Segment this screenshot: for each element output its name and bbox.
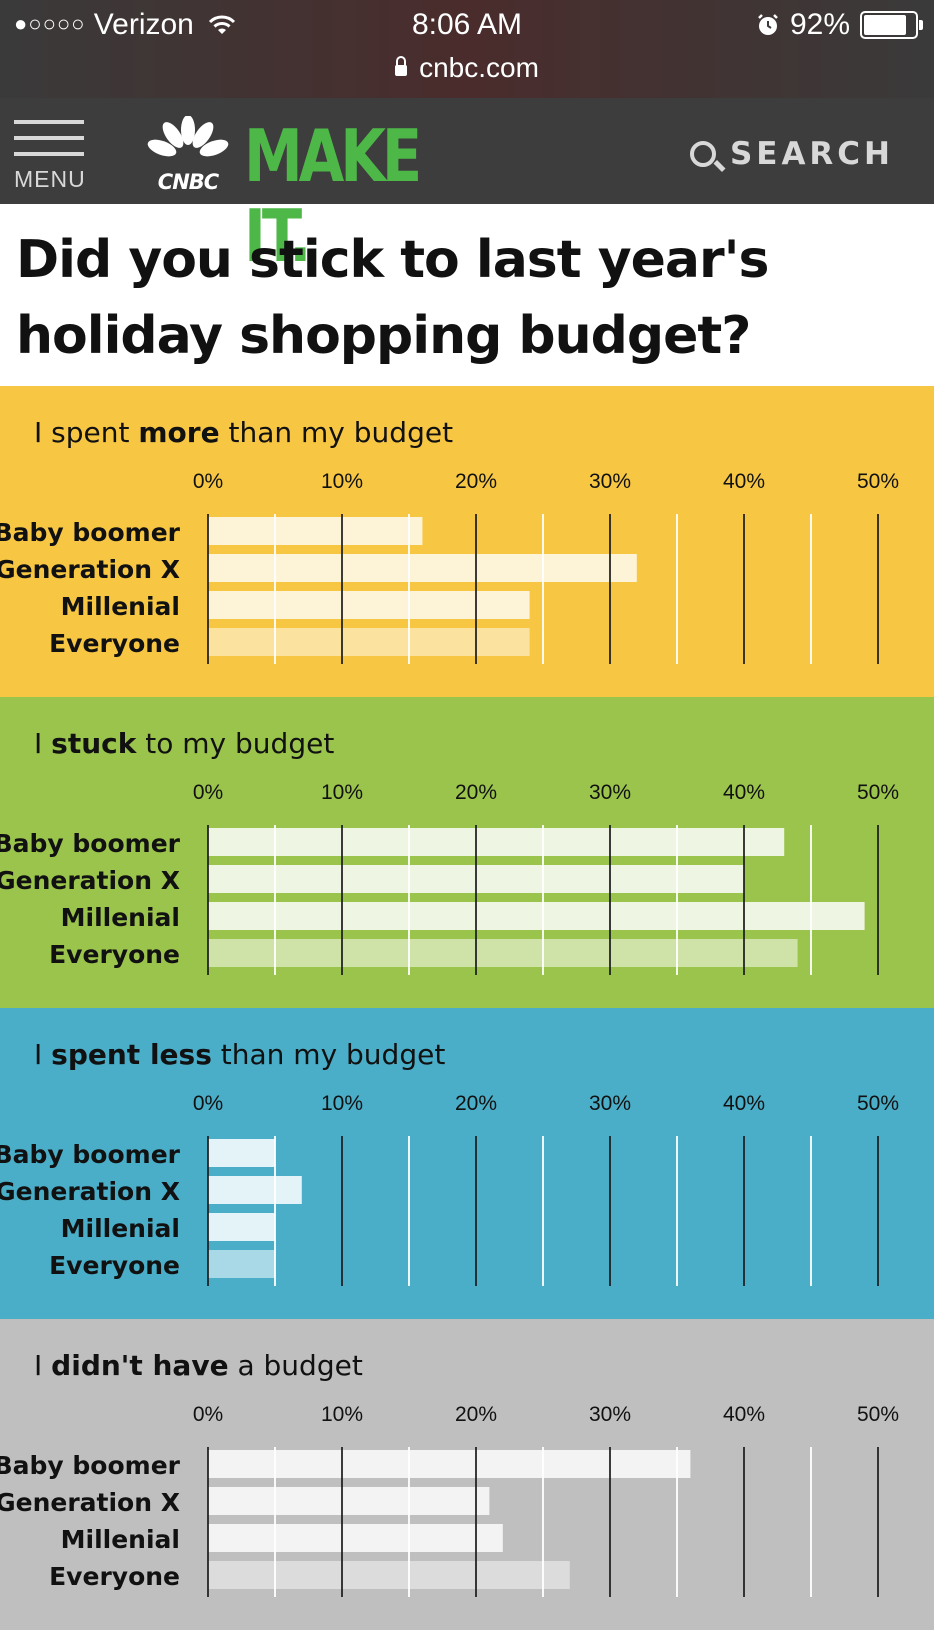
category-label: Generation X xyxy=(0,1488,180,1517)
category-label: Generation X xyxy=(0,866,180,895)
chart-panel-no-budget: I didn't have a budget 0% 10% 20% 30% 40% 50%… xyxy=(0,1319,934,1630)
bar-baby-boomer xyxy=(208,1139,275,1167)
category-label: Millenial xyxy=(61,903,180,932)
tick-label: 20% xyxy=(455,1403,497,1426)
tick-label: 0% xyxy=(193,781,223,804)
chart-panel-stuck: I stuck to my budget 0% 10% 20% 30% 40% 50% Ba… xyxy=(0,697,934,1008)
tick-label: 40% xyxy=(723,1092,765,1115)
tick-label: 20% xyxy=(455,1092,497,1115)
chart-panel-spent-less: I spent less than my budget 0% 10% 20% 30% 4… xyxy=(0,1008,934,1319)
bar-everyone xyxy=(208,628,530,656)
cnbc-wordmark: CNBC xyxy=(157,170,219,194)
category-label: Millenial xyxy=(61,1214,180,1243)
address-bar[interactable]: cnbc.com xyxy=(0,52,934,84)
url-text: cnbc.com xyxy=(419,52,539,83)
tick-label: 30% xyxy=(589,1092,631,1115)
chart-title: I spent less than my budget xyxy=(34,1038,446,1071)
category-label: Baby boomer xyxy=(0,1140,181,1169)
bar-everyone xyxy=(208,1250,275,1278)
tick-label: 40% xyxy=(723,470,765,493)
lock-icon xyxy=(395,56,408,76)
status-bar: ●○○○○ Verizon 8:06 AM 92% cnbc.com xyxy=(0,0,934,98)
bar-millenial xyxy=(208,591,530,619)
bar-baby-boomer xyxy=(208,1450,691,1478)
bar-chart-stuck: 0% 10% 20% 30% 40% 50% Baby boomer Generation X… xyxy=(0,781,899,975)
tick-label: 10% xyxy=(321,1403,363,1426)
tick-label: 0% xyxy=(193,470,223,493)
alarm-clock-icon xyxy=(758,14,778,35)
bar-millenial xyxy=(208,1213,275,1241)
category-label: Generation X xyxy=(0,1177,180,1206)
bar-generation-x xyxy=(208,554,637,582)
category-label: Everyone xyxy=(49,1562,180,1591)
tick-label: 0% xyxy=(193,1403,223,1426)
tick-label: 10% xyxy=(321,1092,363,1115)
category-label: Millenial xyxy=(61,592,180,621)
search-label: SEARCH xyxy=(729,136,894,172)
category-label: Everyone xyxy=(49,1251,180,1280)
tick-label: 50% xyxy=(857,1403,899,1426)
bar-everyone xyxy=(208,939,798,967)
wifi-icon xyxy=(209,15,236,34)
bar-chart-spent-less: 0% 10% 20% 30% 40% 50% Baby boomer Generation X… xyxy=(0,1092,899,1286)
battery-icon xyxy=(860,11,923,39)
chart-title: I spent more than my budget xyxy=(34,416,454,449)
carrier-name: Verizon xyxy=(93,8,194,41)
tick-label: 20% xyxy=(455,470,497,493)
chart-panel-spent-more: I spent more than my budget 0% 10% 20% 30% 4… xyxy=(0,386,934,697)
tick-label: 50% xyxy=(857,781,899,804)
bar-baby-boomer xyxy=(208,517,423,545)
bar-chart-spent-more: 0% 10% 20% 30% 40% 50% Baby boomer Generation X… xyxy=(0,470,899,664)
search-button[interactable]: SEARCH xyxy=(689,136,894,172)
category-label: Everyone xyxy=(49,629,180,658)
hamburger-icon xyxy=(14,120,84,124)
category-label: Baby boomer xyxy=(0,829,181,858)
bar-everyone xyxy=(208,1561,570,1589)
signal-strength-icon: ●○○○○ xyxy=(14,11,86,36)
tick-label: 40% xyxy=(723,781,765,804)
tick-label: 0% xyxy=(193,1092,223,1115)
tick-label: 50% xyxy=(857,1092,899,1115)
bar-chart-no-budget: 0% 10% 20% 30% 40% 50% Baby boomer Generation X… xyxy=(0,1403,899,1597)
bar-millenial xyxy=(208,1524,503,1552)
category-label: Baby boomer xyxy=(0,1451,181,1480)
bar-millenial xyxy=(208,902,865,930)
tick-label: 10% xyxy=(321,470,363,493)
bar-baby-boomer xyxy=(208,828,785,856)
category-label: Everyone xyxy=(49,940,180,969)
tick-label: 30% xyxy=(589,1403,631,1426)
status-time: 8:06 AM xyxy=(411,8,523,41)
peacock-icon xyxy=(147,116,229,172)
menu-label: MENU xyxy=(14,166,86,192)
carrier-info: ●○○○○ Verizon xyxy=(14,8,236,42)
tick-label: 20% xyxy=(455,781,497,804)
site-header: MENU CNBC MAKE IT. SEARCH xyxy=(0,98,934,276)
tick-label: 10% xyxy=(321,781,363,804)
menu-button[interactable]: MENU xyxy=(14,120,86,196)
category-label: Millenial xyxy=(61,1525,180,1554)
battery-percent: 92% xyxy=(789,8,850,41)
category-label: Baby boomer xyxy=(0,518,181,547)
page-title: Did you stick to last year's holiday sho… xyxy=(16,230,769,366)
category-label: Generation X xyxy=(0,555,180,584)
bar-generation-x xyxy=(208,1487,490,1515)
cnbc-make-it-logo[interactable]: CNBC MAKE IT. xyxy=(140,116,520,276)
bar-generation-x xyxy=(208,1176,302,1204)
chart-title: I didn't have a budget xyxy=(34,1349,363,1382)
tick-label: 30% xyxy=(589,781,631,804)
make-it-wordmark: MAKE IT. xyxy=(244,114,422,278)
chart-title: I stuck to my budget xyxy=(34,727,335,760)
search-icon xyxy=(689,141,716,167)
tick-label: 30% xyxy=(589,470,631,493)
tick-label: 50% xyxy=(857,470,899,493)
status-right: 92% xyxy=(756,8,923,42)
tick-label: 40% xyxy=(723,1403,765,1426)
